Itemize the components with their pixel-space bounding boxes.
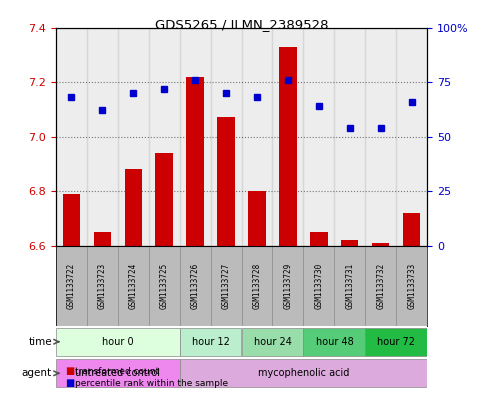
Bar (366, 28, 397, 246)
Text: hour 0: hour 0 (102, 337, 133, 347)
Text: hour 48: hour 48 (315, 337, 354, 347)
Bar (186, 77, 203, 246)
Bar (149, 28, 180, 246)
Text: hour 72: hour 72 (377, 337, 415, 347)
Text: GSM1133723: GSM1133723 (98, 263, 107, 309)
Bar (211, 28, 242, 246)
Bar (180, 327, 242, 356)
Bar (94, 232, 111, 246)
Text: GSM1133729: GSM1133729 (284, 263, 293, 309)
Text: percentile rank within the sample: percentile rank within the sample (75, 379, 228, 387)
Text: GSM1133731: GSM1133731 (345, 263, 355, 309)
Bar (341, 240, 358, 246)
Text: time: time (28, 337, 52, 347)
Text: GSM1133728: GSM1133728 (253, 263, 261, 309)
Text: GSM1133726: GSM1133726 (190, 263, 199, 309)
Bar (303, 28, 334, 246)
Bar (125, 169, 142, 246)
Text: GSM1133733: GSM1133733 (408, 263, 416, 309)
Bar (303, 327, 366, 356)
Bar (242, 327, 303, 356)
Bar (248, 191, 266, 246)
Text: ■: ■ (65, 378, 74, 388)
Text: GSM1133722: GSM1133722 (67, 263, 75, 309)
Text: GSM1133730: GSM1133730 (314, 263, 324, 309)
Bar (311, 232, 327, 246)
Bar (280, 47, 297, 246)
Bar (242, 28, 272, 246)
Bar (397, 28, 427, 246)
Bar (86, 28, 117, 246)
Bar (56, 28, 86, 246)
Bar (372, 243, 389, 246)
Bar (56, 359, 180, 387)
Text: untreated control: untreated control (75, 368, 160, 378)
Text: GSM1133725: GSM1133725 (159, 263, 169, 309)
Text: transformed count: transformed count (75, 367, 159, 376)
Text: agent: agent (22, 368, 52, 378)
Bar (117, 28, 149, 246)
Bar (180, 359, 427, 387)
Bar (62, 194, 80, 246)
Bar (180, 28, 211, 246)
Text: ■: ■ (65, 366, 74, 376)
Bar (156, 153, 172, 246)
Bar (272, 28, 303, 246)
Text: hour 12: hour 12 (192, 337, 229, 347)
Text: GSM1133732: GSM1133732 (376, 263, 385, 309)
Bar (403, 213, 421, 246)
Text: GDS5265 / ILMN_2389528: GDS5265 / ILMN_2389528 (155, 18, 328, 31)
Text: GSM1133724: GSM1133724 (128, 263, 138, 309)
Text: hour 24: hour 24 (254, 337, 291, 347)
Text: GSM1133727: GSM1133727 (222, 263, 230, 309)
Bar (366, 327, 427, 356)
Bar (334, 28, 366, 246)
Bar (56, 327, 180, 356)
Text: mycophenolic acid: mycophenolic acid (258, 368, 349, 378)
Bar (217, 118, 235, 246)
